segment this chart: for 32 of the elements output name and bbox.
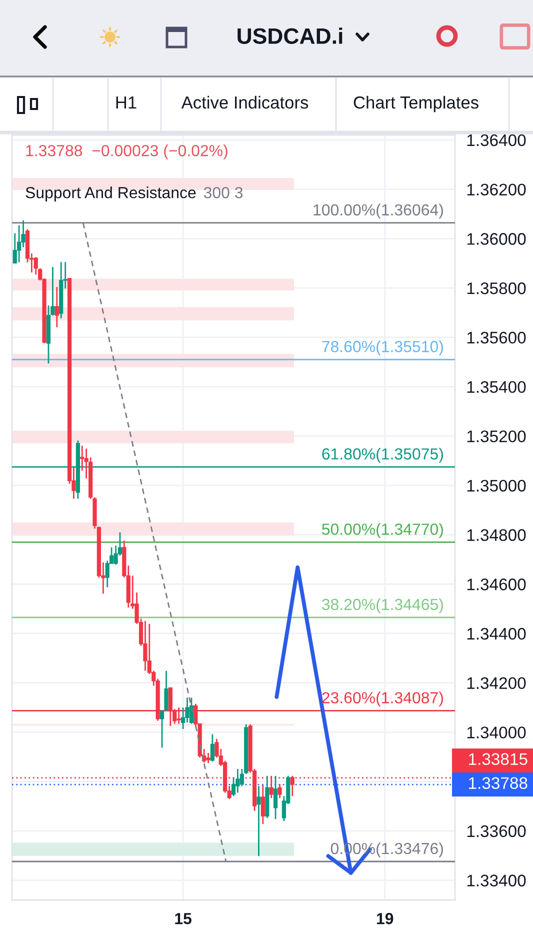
annotation: Support And Resistance: [26, 186, 196, 202]
ref-line-label: 1.33815: [469, 753, 528, 765]
y-tick-label: 1.35400: [467, 381, 526, 393]
y-tick-label: 1.36200: [467, 184, 526, 196]
ref-line-label: 78.60%(1.35510): [322, 340, 443, 356]
ref-line-label: 50.00%(1.34770): [322, 523, 443, 538]
ref-line-label: 100.00%(1.36064): [314, 204, 443, 219]
y-tick-label: 1.35200: [467, 430, 526, 442]
y-tick-label: 1.35800: [467, 282, 526, 294]
y-tick-label: 1.34600: [467, 578, 526, 590]
y-tick-label: 1.36400: [467, 134, 526, 146]
y-tick-label: 1.34200: [467, 677, 526, 690]
x-tick-label: 15: [175, 913, 192, 924]
y-tick-label: 1.34800: [467, 529, 526, 541]
ref-line-label: 23.60%(1.34087): [322, 692, 443, 707]
text: Chart Templates: [354, 96, 478, 112]
y-tick-label: 1.33600: [467, 825, 526, 838]
text: Active Indicators: [181, 96, 308, 109]
y-tick-label: 1.36000: [467, 233, 526, 245]
chart-title: USDCAD.i: [238, 28, 342, 44]
y-tick-label: 1.33400: [467, 874, 526, 886]
ref-line-label: 1.33788: [469, 777, 528, 789]
y-tick-label: 1.35600: [467, 332, 526, 344]
text: H1: [116, 96, 136, 108]
y-tick-label: 1.35000: [467, 480, 526, 492]
ref-line-label: 38.20%(1.34465): [322, 598, 443, 614]
annotation: 1.33788 −0.00023 (−0.02%): [26, 144, 228, 160]
y-tick-label: 1.34000: [467, 726, 526, 738]
y-tick-label: 1.34400: [467, 628, 526, 640]
x-tick-label: 19: [376, 912, 394, 924]
ref-line-label: 61.80%(1.35075): [322, 448, 443, 463]
annotation: 300 3: [204, 186, 243, 198]
